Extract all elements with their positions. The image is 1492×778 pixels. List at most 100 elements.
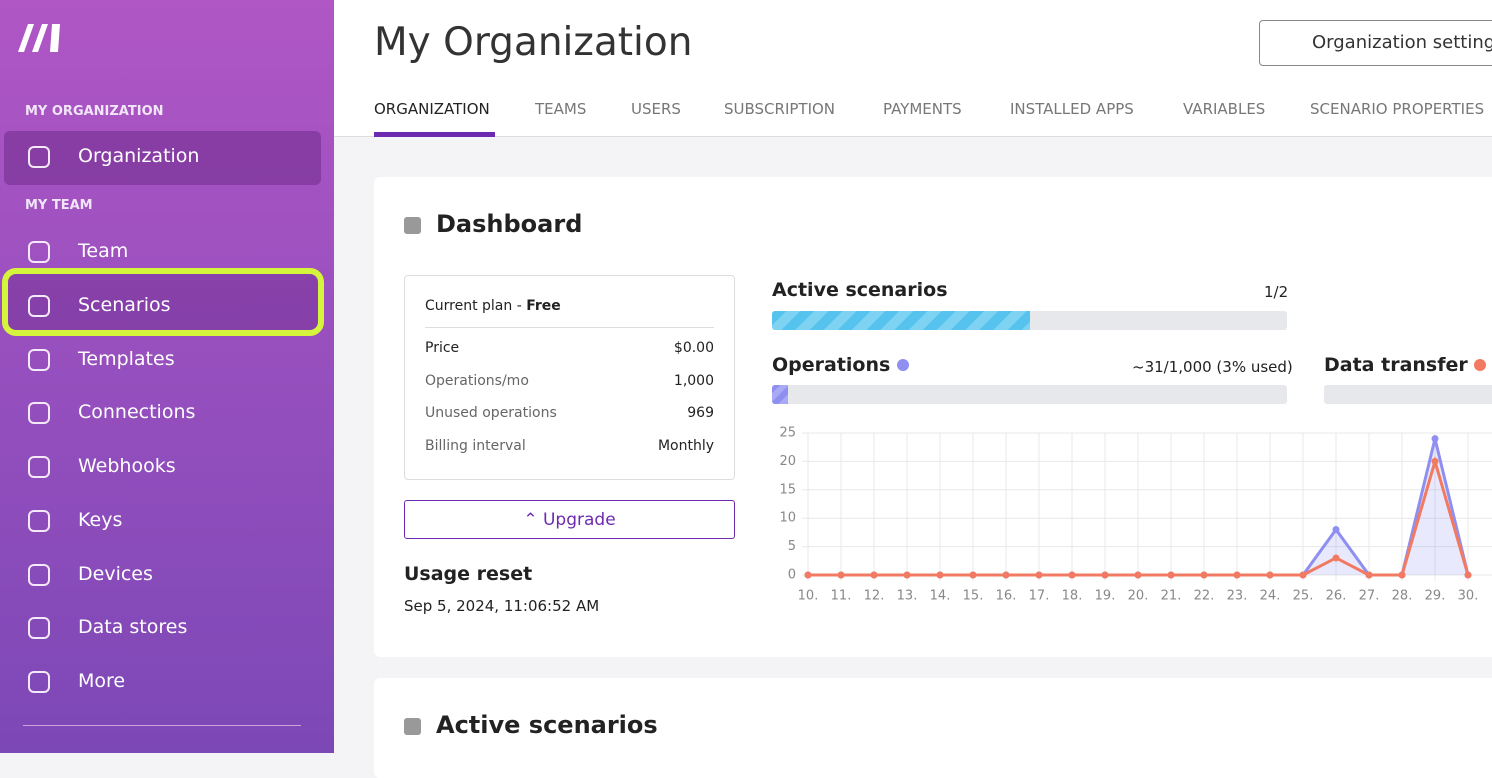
progress-fill — [772, 311, 1030, 330]
divider — [425, 327, 714, 328]
y-tick-label: 15 — [779, 482, 796, 497]
nav-item[interactable]: Keys — [78, 508, 123, 531]
tab[interactable]: SUBSCRIPTION — [724, 100, 836, 118]
section-title: Active scenarios — [436, 711, 658, 739]
point — [1266, 571, 1274, 579]
point — [1233, 571, 1241, 579]
nav-item[interactable]: Webhooks — [78, 455, 176, 477]
nav-icon — [28, 402, 50, 425]
row-label: Unused operations — [425, 405, 557, 422]
point — [1431, 457, 1439, 465]
upgrade-button[interactable]: ⌃ Upgrade — [404, 500, 735, 539]
settings-button[interactable]: Organization settings — [1259, 20, 1492, 66]
nav-icon — [28, 617, 50, 640]
active-item-bg — [4, 131, 321, 185]
x-tick-label: 19. — [1095, 589, 1116, 604]
x-tick-label: 28. — [1392, 589, 1413, 604]
y-tick-label: 5 — [788, 539, 796, 554]
usage-reset-label: Usage reset — [404, 563, 533, 585]
progress-fill — [772, 385, 788, 404]
point — [804, 571, 812, 579]
nav-item[interactable]: Connections — [78, 401, 196, 424]
point — [1068, 571, 1076, 579]
nav-item[interactable]: Templates — [78, 347, 175, 370]
x-tick-label: 13. — [897, 589, 918, 604]
divider — [23, 725, 301, 726]
point — [1134, 571, 1142, 579]
metric-value: ~31/1,000 (3% used) — [1132, 358, 1293, 376]
x-tick-label: 20. — [1128, 589, 1149, 604]
x-tick-label: 23. — [1227, 589, 1248, 604]
row-value: $0.00 — [673, 340, 714, 356]
collapse-toggle[interactable] — [404, 718, 421, 735]
nav-icon — [28, 456, 50, 478]
row-value: 969 — [687, 405, 714, 422]
x-tick-label: 16. — [996, 589, 1017, 604]
y-tick-label: 10 — [779, 511, 796, 526]
x-tick-label: 22. — [1194, 589, 1215, 604]
point — [1101, 571, 1109, 579]
page-title: My Organization — [374, 20, 693, 65]
x-tick-label: 25. — [1293, 589, 1314, 604]
x-tick-label: 27. — [1359, 589, 1380, 604]
point — [1365, 571, 1373, 579]
x-tick-label: 12. — [864, 589, 885, 604]
plan-label: Current plan - — [425, 298, 527, 314]
tab[interactable]: SCENARIO PROPERTIES — [1310, 100, 1485, 118]
point — [1167, 571, 1175, 579]
row-label: Operations/mo — [425, 372, 529, 389]
progress-track — [1324, 385, 1492, 404]
nav-item[interactable]: Organization — [78, 145, 200, 167]
x-tick-label: 15. — [963, 589, 984, 604]
tab[interactable]: VARIABLES — [1183, 100, 1266, 118]
nav-item[interactable]: Team — [78, 240, 129, 262]
tab[interactable]: PAYMENTS — [883, 100, 962, 118]
point — [1200, 571, 1208, 579]
tab[interactable]: USERS — [631, 100, 681, 118]
point — [1398, 571, 1406, 579]
usage-reset-date: Sep 5, 2024, 11:06:52 AM — [404, 597, 600, 615]
point — [1332, 554, 1340, 562]
upgrade-label: Upgrade — [542, 510, 616, 530]
x-tick-label: 11. — [831, 589, 852, 604]
collapse-toggle[interactable] — [404, 217, 421, 234]
nav-item[interactable]: More — [78, 670, 126, 692]
usage-chart: 0 5 10 15 20 25 10. 11. 12. 13. 14. 15. 16. 17. 18. 19.… — [779, 426, 1492, 604]
x-tick-label: 30. — [1458, 589, 1479, 604]
metric-value: 1/2 — [1264, 283, 1289, 301]
tab-underline — [374, 132, 495, 137]
point — [870, 571, 878, 579]
x-tick-label: 29. — [1425, 589, 1446, 604]
nav-item[interactable]: Devices — [78, 562, 153, 585]
highlight-box — [2, 268, 324, 336]
metric-label-text: Operations — [772, 354, 891, 376]
nav-icon — [28, 241, 50, 263]
nav-item[interactable]: Scenarios — [78, 293, 171, 316]
nav-icon — [28, 563, 50, 586]
x-tick-label: 14. — [930, 589, 951, 604]
nav-icon — [28, 294, 50, 317]
row-value: 1,000 — [673, 372, 714, 389]
nav-icon — [28, 348, 50, 371]
section-label: MY TEAM — [25, 198, 93, 213]
x-tick-label: 18. — [1062, 589, 1083, 604]
point — [969, 571, 977, 579]
plan-card — [404, 275, 735, 480]
point — [936, 571, 944, 579]
x-tick-label: 17. — [1029, 589, 1050, 604]
tab[interactable]: TEAMS — [535, 100, 587, 118]
x-tick-label: 10. — [798, 589, 819, 604]
progress-track — [772, 385, 1287, 404]
tab[interactable]: ORGANIZATION — [374, 100, 490, 118]
nav-item[interactable]: Data stores — [78, 616, 188, 639]
point — [1035, 571, 1043, 579]
progress-track — [772, 311, 1287, 330]
y-tick-label: 0 — [788, 568, 796, 583]
nav-icon — [28, 509, 50, 532]
metric-label: Operations — [772, 354, 909, 376]
x-tick-label: 26. — [1326, 589, 1347, 604]
metric-label: Active scenarios — [772, 279, 948, 301]
tab[interactable]: INSTALLED APPS — [1010, 100, 1134, 118]
section-title: Dashboard — [436, 210, 583, 238]
